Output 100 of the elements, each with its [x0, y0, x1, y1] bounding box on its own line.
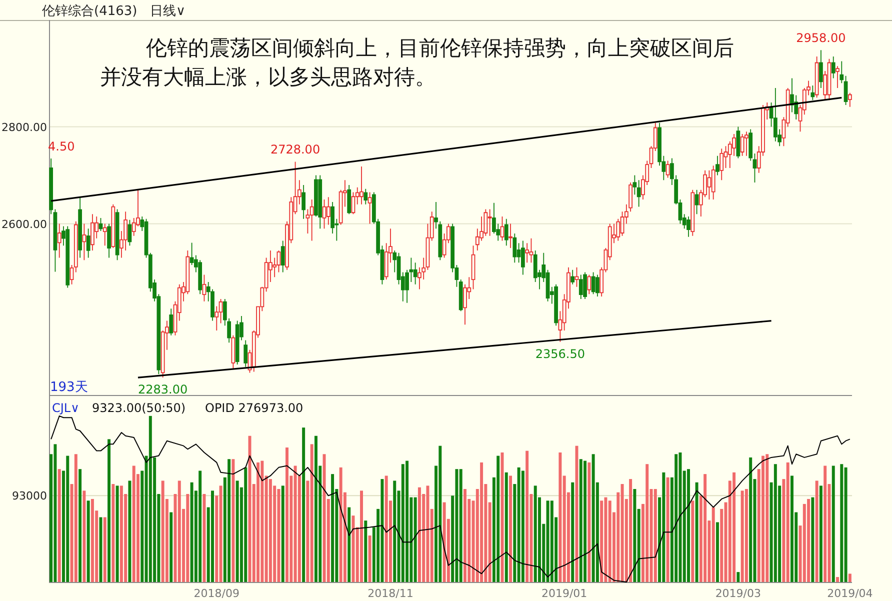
- candlestick: [53, 208, 58, 272]
- bar: [116, 486, 119, 582]
- bar: [819, 486, 822, 582]
- candlestick: [318, 174, 322, 230]
- bar: [418, 487, 421, 582]
- bar: [824, 466, 827, 582]
- bar: [571, 482, 574, 582]
- bar: [294, 466, 297, 582]
- bar: [534, 486, 537, 582]
- bar: [211, 490, 214, 582]
- bar: [54, 444, 57, 582]
- candlestick: [707, 170, 712, 200]
- candlestick: [570, 269, 575, 285]
- candlestick: [231, 334, 236, 370]
- candlestick: [744, 131, 748, 156]
- bar: [406, 460, 409, 582]
- bar: [807, 498, 810, 582]
- bar: [844, 467, 848, 582]
- bar: [604, 497, 608, 582]
- bar: [504, 472, 508, 582]
- candlestick: [70, 264, 74, 285]
- bar: [815, 480, 818, 582]
- bar: [368, 536, 372, 582]
- candlestick: [525, 242, 530, 264]
- candlestick: [748, 128, 753, 162]
- bar: [132, 466, 136, 582]
- text: OPID 276973.00: [205, 401, 304, 415]
- bar: [178, 480, 181, 582]
- text: CJL∨: [52, 401, 80, 415]
- bar: [103, 517, 106, 582]
- candlestick: [554, 284, 558, 326]
- bar: [202, 494, 206, 582]
- bar: [674, 454, 678, 582]
- candlestick: [169, 308, 174, 336]
- annotation: 2356.50: [535, 346, 585, 361]
- bar: [608, 500, 612, 582]
- bar: [360, 490, 363, 582]
- candlestick: [66, 226, 70, 288]
- candlestick: [574, 266, 579, 288]
- bar: [190, 482, 194, 582]
- bar: [620, 484, 624, 582]
- bar: [148, 416, 152, 582]
- candlestick: [302, 184, 306, 220]
- bar: [463, 489, 466, 582]
- y-tick-label: 2600.00: [2, 218, 47, 231]
- bar: [654, 489, 657, 582]
- bar: [678, 452, 682, 582]
- candlestick: [836, 66, 840, 88]
- candlestick: [326, 196, 330, 226]
- candlestick: [632, 174, 637, 196]
- candlestick: [814, 56, 819, 98]
- candlestick: [90, 214, 94, 251]
- x-tick-label: 2019/03: [715, 587, 762, 600]
- candlestick: [711, 165, 716, 200]
- bar: [90, 498, 94, 582]
- bar: [161, 480, 164, 582]
- candlestick: [529, 238, 534, 264]
- bar: [66, 456, 70, 582]
- bar: [588, 462, 591, 582]
- bar: [302, 428, 306, 582]
- candlestick: [107, 223, 111, 258]
- candlestick: [102, 223, 107, 246]
- bar: [695, 482, 698, 582]
- bar: [228, 459, 231, 582]
- candlestick: [752, 152, 757, 183]
- candlestick: [810, 85, 815, 101]
- bar: [74, 454, 78, 582]
- bar: [426, 486, 430, 582]
- candlestick: [198, 260, 202, 295]
- candlestick: [471, 245, 476, 290]
- bar: [170, 512, 173, 582]
- bar: [840, 464, 844, 582]
- candlestick: [368, 192, 372, 224]
- candlestick: [86, 228, 90, 258]
- candlestick: [280, 240, 285, 273]
- chart-subtitle: 日线∨: [150, 4, 186, 19]
- bar: [736, 572, 740, 582]
- candlestick: [458, 279, 463, 312]
- bar: [268, 479, 272, 582]
- x-tick-label: 2019/04: [827, 587, 873, 600]
- bar: [790, 476, 794, 582]
- candlestick: [720, 148, 724, 181]
- x-tick-label: 2018/11: [368, 587, 414, 600]
- text: 9323.00(50:50): [92, 401, 186, 415]
- bar: [691, 500, 694, 582]
- candlestick: [848, 92, 852, 108]
- candlestick: [690, 189, 695, 236]
- candlestick: [587, 274, 592, 295]
- candlestick: [508, 223, 512, 248]
- candlestick: [351, 192, 356, 215]
- bar: [314, 436, 318, 582]
- candlestick: [716, 155, 720, 176]
- text: 93000: [12, 490, 47, 503]
- candlestick: [596, 274, 600, 297]
- bar: [99, 517, 102, 582]
- candlestick: [504, 218, 508, 246]
- bar: [128, 480, 132, 582]
- candlestick: [694, 189, 699, 215]
- bar: [496, 456, 500, 582]
- bar: [393, 480, 396, 582]
